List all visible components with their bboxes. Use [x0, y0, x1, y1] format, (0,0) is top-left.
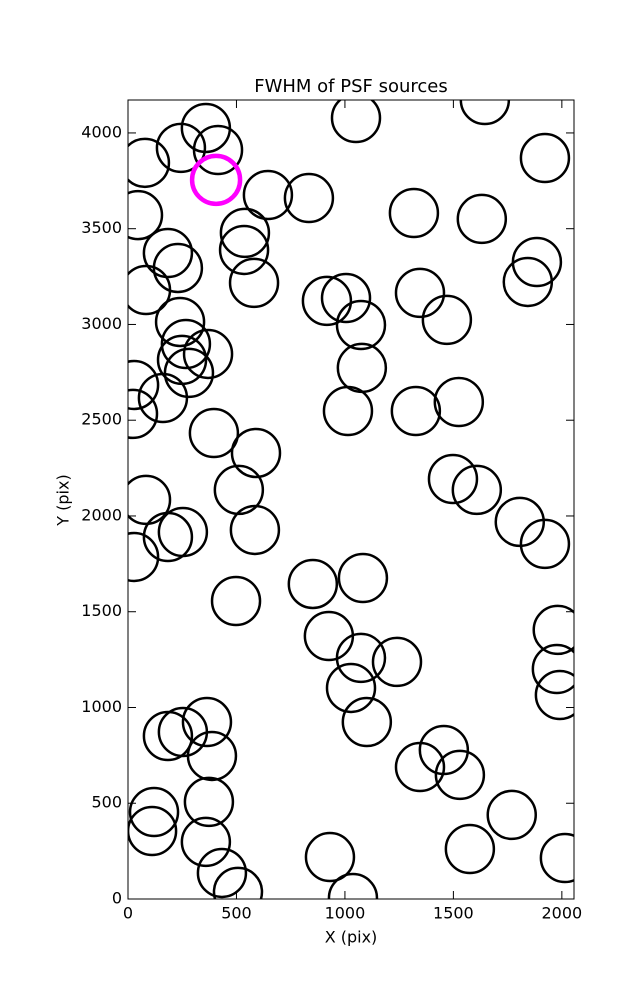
source-circle [128, 264, 172, 316]
source-circle [459, 100, 511, 126]
source-circle [456, 193, 508, 245]
source-circle [128, 359, 160, 411]
source-circle [486, 789, 537, 841]
source-circle [336, 342, 388, 394]
source-circle [322, 385, 374, 437]
source-circle [539, 832, 574, 884]
source-circle [163, 347, 215, 399]
source-circle [421, 294, 473, 346]
source-circle [128, 189, 164, 241]
source-circle [154, 296, 206, 348]
source-circle [335, 632, 387, 684]
x-tick-label: 500 [221, 904, 252, 923]
y-tick-label: 2500 [81, 410, 122, 429]
source-circle [189, 153, 243, 207]
y-tick-label: 1500 [81, 601, 122, 620]
source-circle [532, 604, 574, 656]
source-circle [152, 242, 204, 294]
source-circle [330, 100, 382, 144]
source-circle [182, 328, 234, 380]
source-circle [210, 575, 262, 627]
source-circle [228, 257, 280, 309]
source-circle [128, 137, 171, 189]
source-circle [196, 847, 248, 899]
y-tick-label: 3000 [81, 314, 122, 333]
source-circle [137, 372, 189, 424]
source-circle [229, 504, 281, 556]
source-circle [128, 474, 172, 526]
source-circle [427, 453, 479, 505]
y-tick-label: 4000 [81, 122, 122, 141]
source-circle [337, 552, 389, 604]
x-tick-label: 2000 [541, 904, 582, 923]
source-circle [433, 376, 485, 428]
source-circle [511, 236, 563, 288]
x-tick-label: 1500 [433, 904, 474, 923]
plot-frame [127, 99, 575, 900]
source-circle [335, 299, 387, 351]
source-circle [192, 124, 244, 176]
source-circle [325, 662, 377, 714]
source-circle [394, 267, 446, 319]
x-axis-label: X (pix) [325, 928, 378, 947]
source-circle [188, 407, 240, 459]
source-circle [531, 643, 574, 695]
source-circle [371, 636, 423, 688]
x-tick-label: 0 [123, 904, 133, 923]
source-circle [242, 169, 294, 221]
source-circle [341, 696, 393, 748]
source-circle [181, 696, 233, 748]
source-circle [218, 224, 270, 276]
source-circle [390, 385, 442, 437]
source-circle [434, 749, 486, 801]
source-circle [451, 464, 503, 516]
source-circle [418, 724, 470, 776]
source-circle [230, 427, 282, 479]
source-circle [388, 187, 440, 239]
plot-area [128, 100, 574, 899]
source-circle [304, 831, 356, 883]
source-circle [519, 132, 571, 184]
source-circle [303, 610, 355, 662]
source-circle [155, 122, 207, 174]
source-circle [219, 207, 271, 259]
y-tick-label: 3500 [81, 218, 122, 237]
source-circle [142, 511, 194, 563]
source-circle [128, 388, 159, 440]
source-circle [283, 172, 335, 224]
source-circle [160, 318, 212, 370]
source-circle [213, 464, 265, 516]
source-circle [287, 558, 339, 610]
source-circle [142, 710, 194, 762]
source-circle [142, 227, 194, 279]
source-circle [519, 518, 571, 570]
source-circle [444, 823, 496, 875]
chart-title: FWHM of PSF sources [254, 76, 448, 97]
y-tick-label: 500 [91, 793, 122, 812]
source-circle [183, 776, 235, 828]
source-circle [534, 669, 574, 721]
y-tick-label: 1000 [81, 697, 122, 716]
source-circle [212, 866, 264, 899]
source-circle [128, 531, 160, 583]
y-tick-label: 0 [112, 889, 122, 908]
source-circle [301, 275, 353, 327]
source-circle [128, 786, 180, 838]
source-circle [502, 256, 554, 308]
x-tick-label: 1000 [325, 904, 366, 923]
source-circle [186, 730, 238, 782]
y-axis-label: Y (pix) [54, 474, 73, 526]
source-circle [180, 816, 232, 868]
source-circle [157, 506, 209, 558]
source-circle [320, 272, 372, 324]
y-tick-label: 2000 [81, 505, 122, 524]
source-circle [327, 872, 379, 899]
